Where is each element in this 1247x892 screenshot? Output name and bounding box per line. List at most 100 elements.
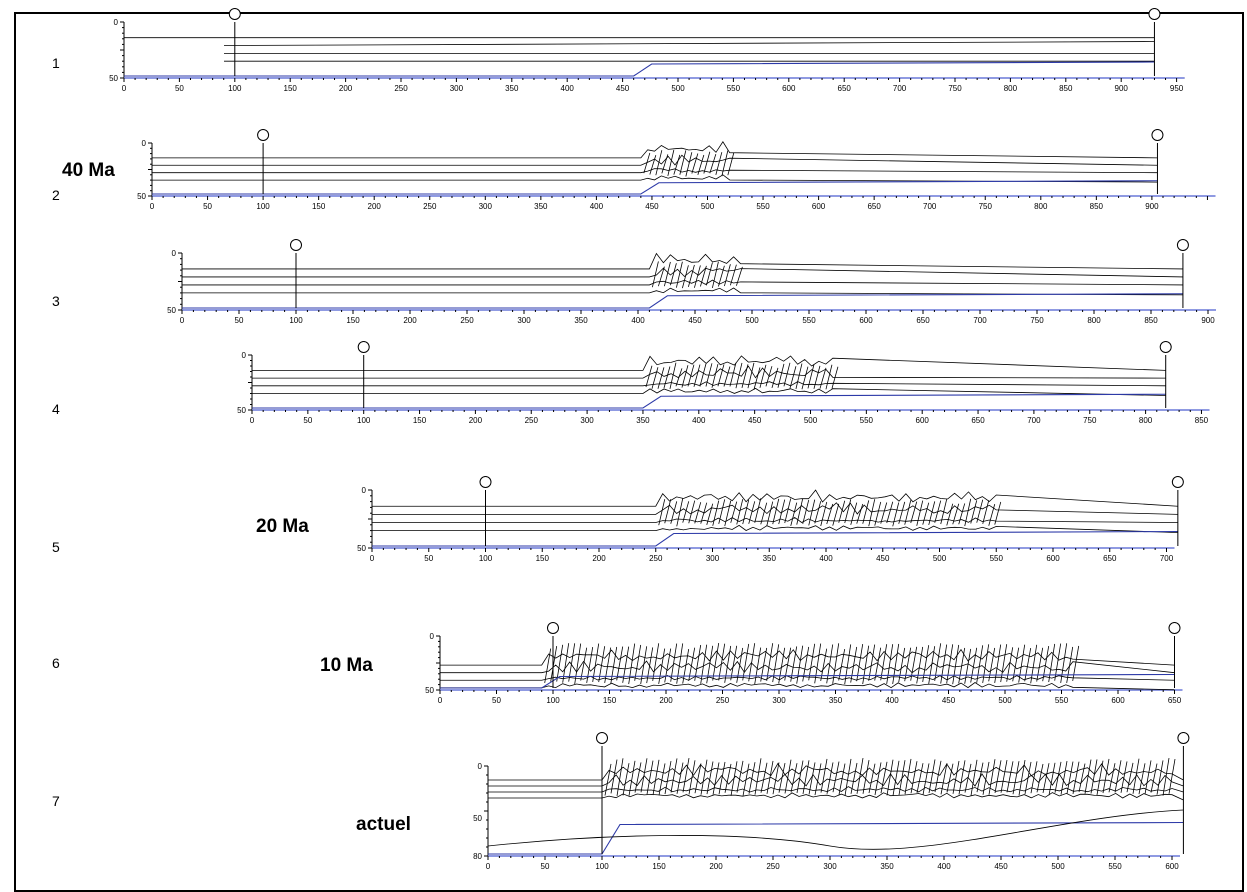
distance-label: 450 (994, 862, 1008, 871)
distance-label: 600 (1111, 696, 1125, 705)
thrust-slice (946, 763, 954, 793)
thrust-slice (820, 758, 828, 793)
panel-number: 7 (52, 793, 60, 809)
age-label: 10 Ma (320, 655, 373, 676)
thrust-slice (645, 365, 653, 388)
thrust-slice (928, 646, 936, 684)
thrust-slice (724, 500, 732, 527)
thrust-slice (1024, 648, 1032, 682)
thrust-slice (952, 503, 960, 525)
age-label: actuel (356, 814, 411, 835)
thrust-slice (699, 363, 707, 387)
thrust-slice (862, 645, 870, 685)
thrust-slice (748, 643, 756, 682)
thrust-slice (964, 498, 972, 527)
thrust-slice (1018, 759, 1026, 796)
thrust-slice (802, 760, 810, 794)
thrust-slice (808, 762, 816, 795)
thrust-slice (667, 149, 675, 177)
thrust-slice (934, 760, 942, 793)
distance-label: 800 (1034, 202, 1048, 211)
distance-label: 600 (782, 84, 796, 93)
stratigraphic-layer (252, 387, 1166, 396)
depth-label: 50 (237, 406, 246, 415)
thrust-slice (988, 759, 996, 795)
thrust-slice (670, 263, 677, 286)
depth-label: 0 (478, 762, 483, 771)
distance-label: 50 (541, 862, 550, 871)
thrust-slice (771, 367, 779, 389)
thrust-slice (832, 761, 840, 793)
thrust-slice (646, 760, 654, 795)
thrust-slice (663, 366, 671, 389)
distance-label: 500 (671, 84, 685, 93)
thrust-slice (664, 648, 672, 683)
distance-label: 550 (1108, 862, 1122, 871)
thrust-slice (1018, 644, 1026, 683)
distance-label: 150 (652, 862, 666, 871)
distance-label: 200 (368, 202, 382, 211)
thrust-slice (922, 645, 930, 683)
thrust-slice (940, 498, 948, 525)
thrust-slice (916, 646, 924, 684)
basement-contact (372, 530, 1178, 547)
thrust-slice (988, 503, 996, 526)
distance-label: 250 (423, 202, 437, 211)
distance-label: 900 (1115, 84, 1129, 93)
thrust-slice (1096, 760, 1104, 795)
thrust-slice (952, 760, 960, 794)
well-pin-icon (228, 8, 241, 20)
thrust-slice (976, 499, 984, 523)
thrust-slice (826, 762, 834, 794)
basement-contact (252, 393, 1166, 409)
thrust-slice (970, 759, 978, 796)
stratigraphic-layer (252, 381, 1166, 387)
thrust-slice (982, 644, 990, 683)
stratigraphic-layer (488, 792, 1184, 801)
thrust-slice (682, 648, 690, 684)
thrust-slice (712, 261, 719, 289)
distance-label: 600 (812, 202, 826, 211)
thrust-slice (898, 501, 906, 524)
thrust-slice (622, 763, 630, 796)
panel-number: 1 (52, 55, 60, 71)
depth-label: 50 (425, 686, 434, 695)
thrust-slice (880, 761, 888, 794)
well-pin-icon (1177, 732, 1190, 744)
thrust-slice (886, 759, 894, 796)
thrust-slice (1054, 761, 1062, 793)
thrust-slice (1012, 647, 1020, 682)
distance-label: 200 (403, 316, 417, 325)
thrust-slice (694, 265, 701, 288)
panel-number: 3 (52, 293, 60, 309)
thrust-slice (670, 643, 678, 682)
well-pin-icon (1151, 129, 1164, 141)
thrust-slice (688, 647, 696, 681)
distance-label: 100 (256, 202, 270, 211)
thrust-slice (676, 762, 684, 794)
thrust-slice (1030, 644, 1038, 684)
panel-number: 4 (52, 401, 60, 417)
distance-label: 750 (1083, 416, 1097, 425)
thrust-slice (676, 643, 684, 684)
distance-label: 950 (1170, 84, 1184, 93)
thrust-slice (693, 364, 701, 387)
well-pin-icon (1159, 341, 1172, 353)
thrust-slice (622, 646, 630, 683)
thrust-slice (1102, 758, 1110, 794)
thrust-slice (904, 647, 912, 682)
distance-label: 300 (772, 696, 786, 705)
thrust-slice (691, 153, 699, 174)
well-pin-icon (547, 622, 559, 634)
stratigraphic-layer (182, 267, 1183, 278)
thrust-slice (1108, 763, 1116, 793)
thrust-slice (697, 154, 705, 175)
thrust-slice (814, 643, 822, 684)
thrust-slice (760, 762, 768, 793)
distance-label: 700 (923, 202, 937, 211)
thrust-slice (604, 647, 612, 683)
distance-label: 200 (709, 862, 723, 871)
thrust-slice (838, 763, 846, 795)
